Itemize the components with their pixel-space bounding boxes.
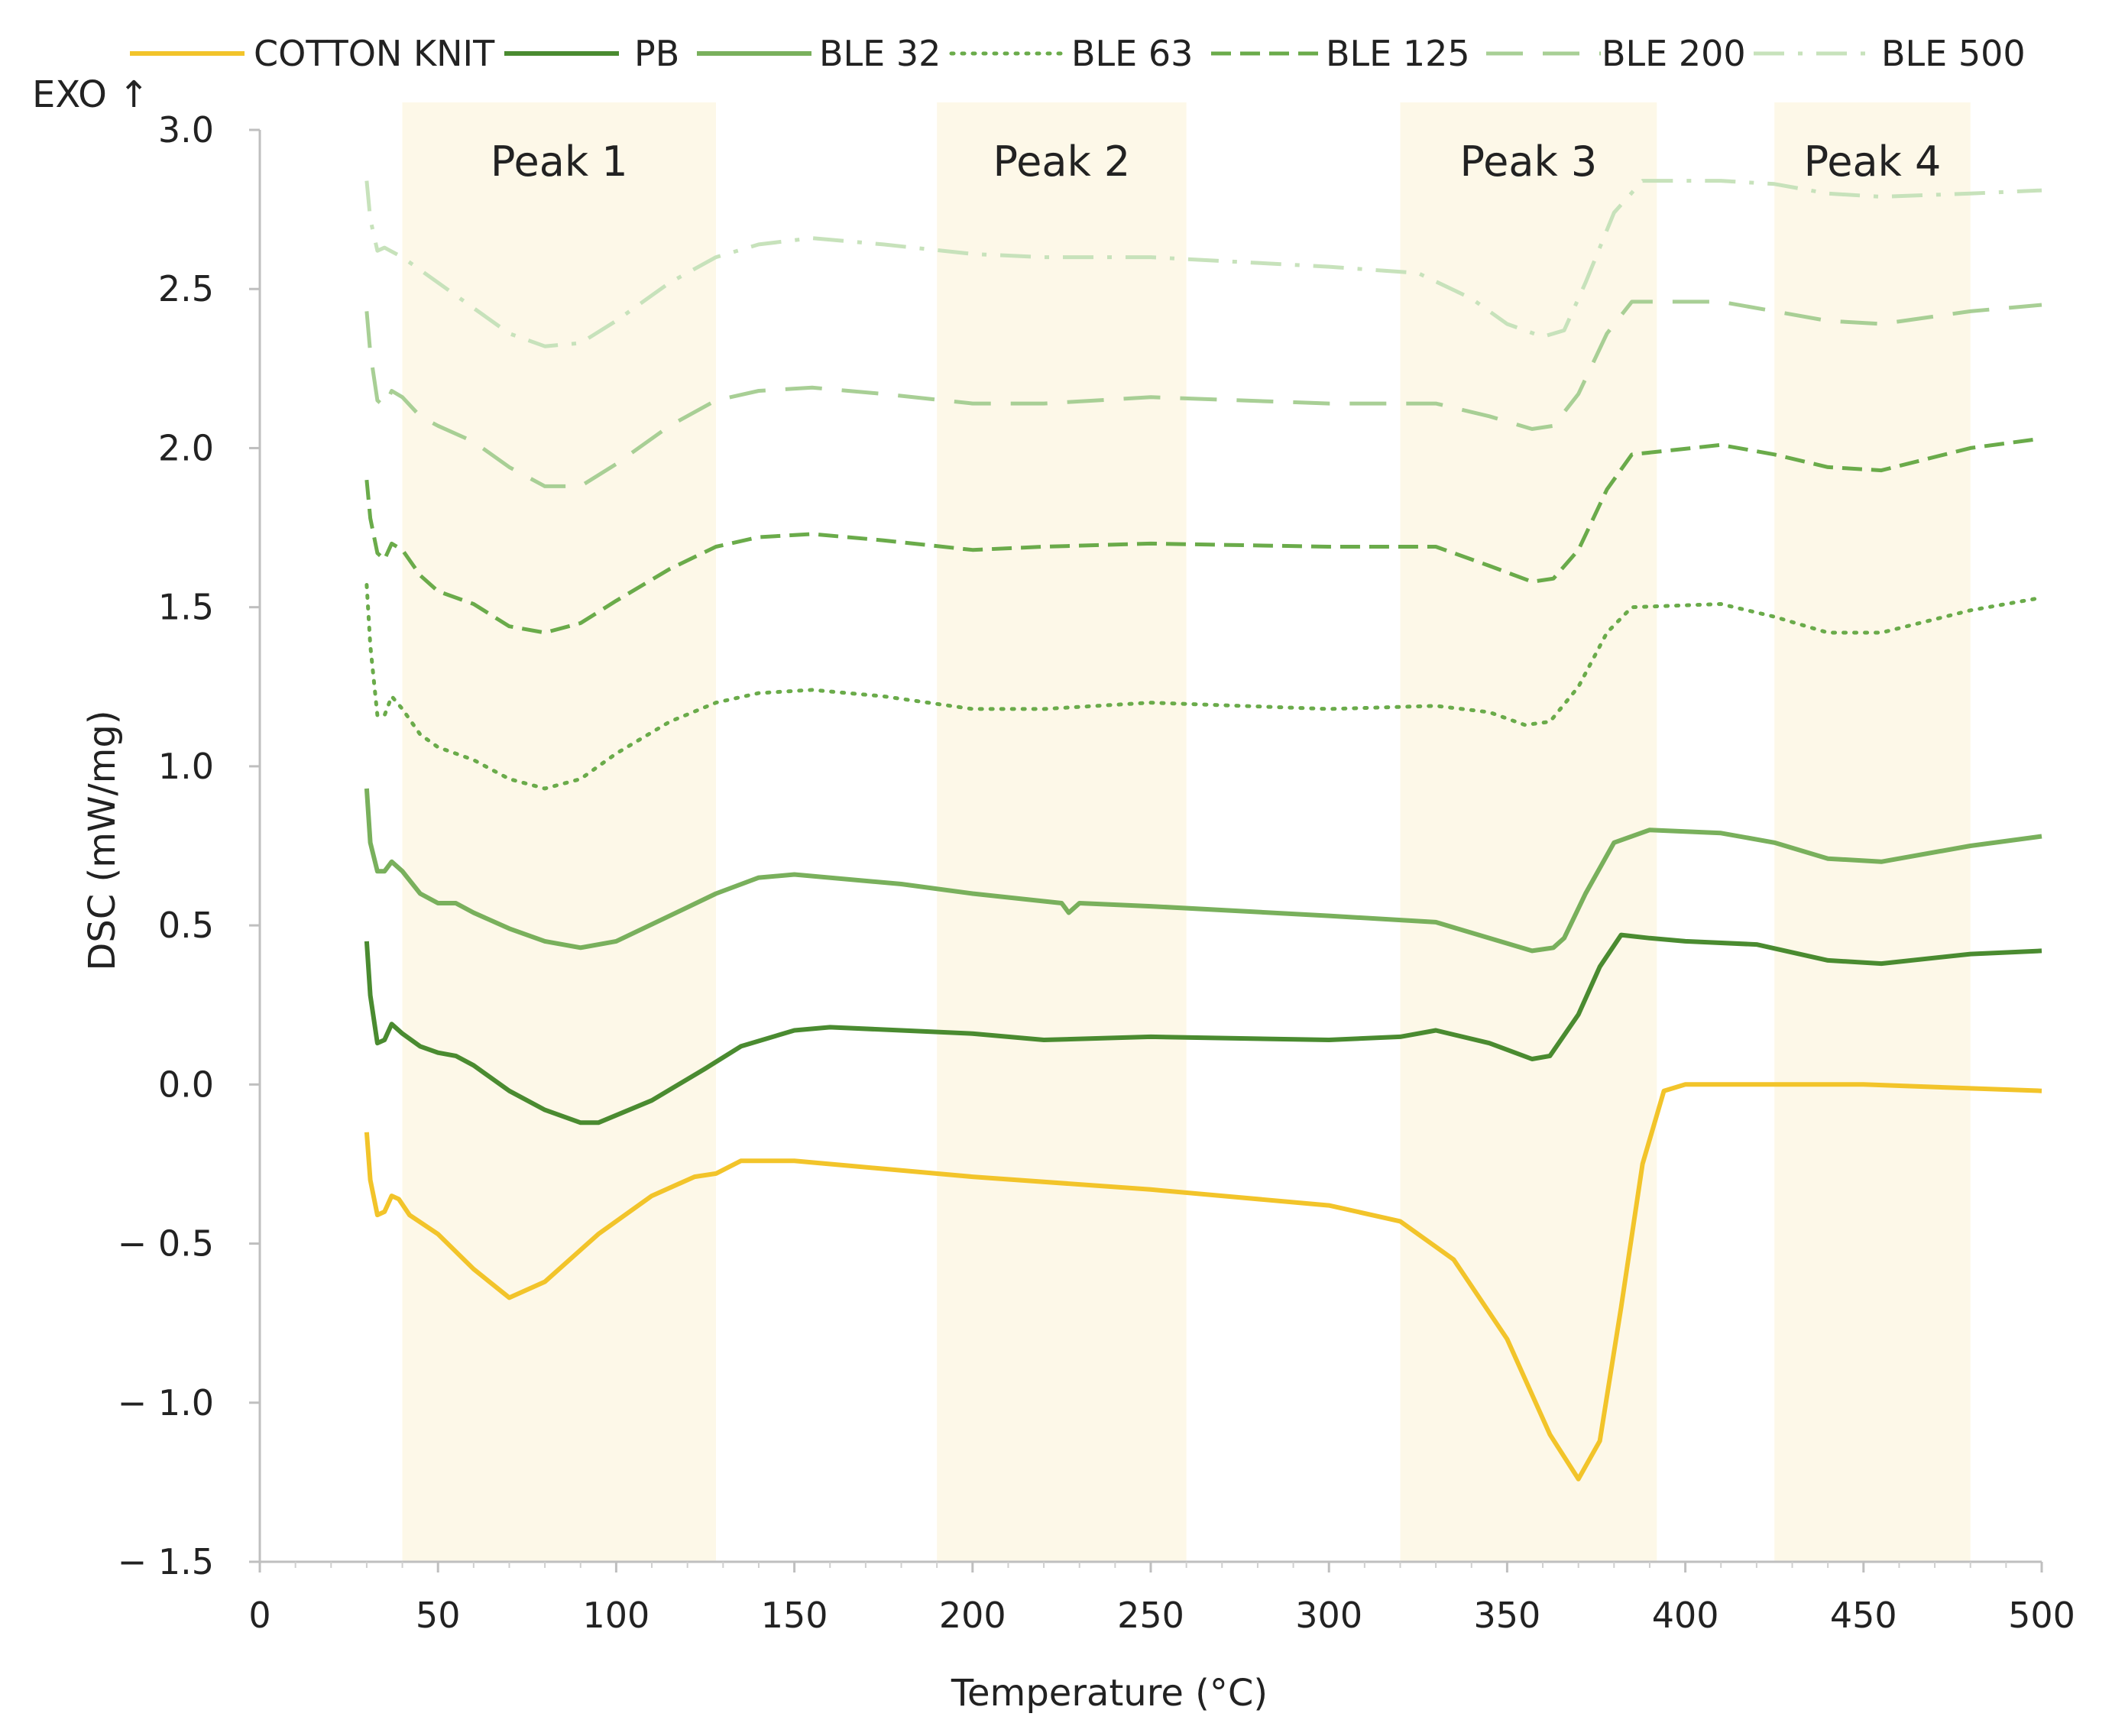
legend-label-ble-32: BLE 32 xyxy=(819,33,941,74)
y-tick-label: 2.0 xyxy=(158,427,214,468)
peak-regions: Peak 1 Peak 2 Peak 3 Peak 4 xyxy=(402,102,1971,1562)
y-tick-label: − 1.5 xyxy=(118,1541,214,1582)
legend: COTTON KNIT PB BLE 32 BLE 63 BLE 125 BLE 200 B… xyxy=(130,33,2026,74)
peak-region-3 xyxy=(1400,102,1657,1562)
series-line-ble-500 xyxy=(364,179,2042,348)
series-line-pb xyxy=(364,932,2042,1125)
peak-label-3: Peak 3 xyxy=(1460,138,1598,186)
exo-label: EXO ↑ xyxy=(32,73,149,116)
y-tick-label: 1.0 xyxy=(158,746,214,787)
axes: − 1.5 − 1.0 − 0.5 0.0 0.5 1.0 1.5 2.0 2.5 3.0 0 50 1… xyxy=(118,109,2075,1636)
peak-region-4 xyxy=(1774,102,1971,1562)
peak-label-4: Peak 4 xyxy=(1804,138,1942,186)
legend-label-cotton-knit: COTTON KNIT xyxy=(254,33,495,74)
y-tick-label: 3.0 xyxy=(158,109,214,151)
series-line-ble-125 xyxy=(364,436,2042,635)
x-tick-label: 450 xyxy=(1830,1595,1897,1636)
legend-label-ble-63: BLE 63 xyxy=(1071,33,1193,74)
y-tick-label: 1.5 xyxy=(158,587,214,628)
legend-label-ble-125: BLE 125 xyxy=(1326,33,1470,74)
y-tick-label: 2.5 xyxy=(158,268,214,309)
x-tick-label: 0 xyxy=(248,1595,270,1636)
y-tick-label: 0.0 xyxy=(158,1064,214,1105)
y-tick-label: 0.5 xyxy=(158,905,214,946)
x-tick-label: 350 xyxy=(1473,1595,1540,1636)
x-tick-label: 150 xyxy=(761,1595,828,1636)
legend-label-pb: PB xyxy=(634,33,679,74)
y-tick-label: − 1.0 xyxy=(118,1382,214,1423)
series-line-ble-32 xyxy=(364,788,2042,954)
x-tick-label: 500 xyxy=(2008,1595,2075,1636)
series-line-cotton-knit xyxy=(364,1082,2042,1482)
series-line-ble-200 xyxy=(364,300,2042,488)
peak-region-2 xyxy=(937,102,1187,1562)
x-tick-label: 50 xyxy=(416,1595,461,1636)
x-tick-label: 100 xyxy=(582,1595,649,1636)
x-axis-title: Temperature (°C) xyxy=(951,1672,1268,1715)
peak-label-1: Peak 1 xyxy=(491,138,628,186)
series-layer xyxy=(364,179,2044,1482)
peak-region-1 xyxy=(402,102,716,1562)
x-tick-label: 250 xyxy=(1117,1595,1184,1636)
legend-label-ble-200: BLE 200 xyxy=(1602,33,1746,74)
y-axis-title: DSC (mW/mg) xyxy=(81,710,124,970)
x-tick-label: 200 xyxy=(939,1595,1006,1636)
x-tick-label: 300 xyxy=(1295,1595,1362,1636)
legend-label-ble-500: BLE 500 xyxy=(1881,33,2026,74)
x-tick-label: 400 xyxy=(1652,1595,1719,1636)
series-line-ble-63 xyxy=(364,583,2044,791)
y-tick-label: − 0.5 xyxy=(118,1223,214,1265)
peak-label-2: Peak 2 xyxy=(993,138,1131,186)
